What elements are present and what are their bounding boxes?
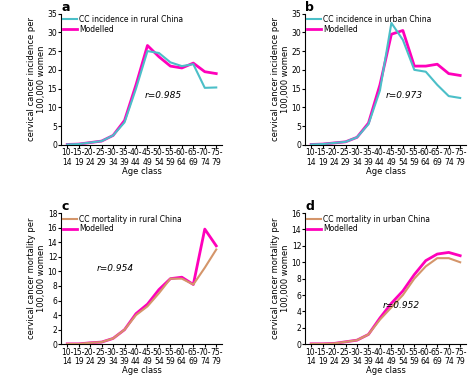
Text: b: b xyxy=(306,1,314,14)
Text: d: d xyxy=(306,200,314,213)
Legend: CC mortality in rural China, Modelled: CC mortality in rural China, Modelled xyxy=(63,215,182,233)
Text: c: c xyxy=(61,200,69,213)
Y-axis label: cervical cancer mortality per
100,000 women: cervical cancer mortality per 100,000 wo… xyxy=(27,218,46,340)
Y-axis label: cervical cancer mortality per
100,000 women: cervical cancer mortality per 100,000 wo… xyxy=(271,218,290,340)
X-axis label: Age class: Age class xyxy=(122,167,162,176)
Legend: CC mortality in urban China, Modelled: CC mortality in urban China, Modelled xyxy=(307,215,430,233)
Y-axis label: cervical cancer incidence per
100,000 women: cervical cancer incidence per 100,000 wo… xyxy=(271,17,290,141)
Text: r=0.973: r=0.973 xyxy=(385,91,423,100)
Text: r=0.952: r=0.952 xyxy=(383,301,420,310)
Legend: CC incidence in urban China, Modelled: CC incidence in urban China, Modelled xyxy=(307,15,431,34)
X-axis label: Age class: Age class xyxy=(366,366,406,375)
Legend: CC incidence in rural China, Modelled: CC incidence in rural China, Modelled xyxy=(63,15,183,34)
X-axis label: Age class: Age class xyxy=(366,167,406,176)
Text: r=0.985: r=0.985 xyxy=(145,91,182,100)
Y-axis label: cervical cancer incidence per
100,000 women: cervical cancer incidence per 100,000 wo… xyxy=(27,17,46,141)
Text: a: a xyxy=(61,1,70,14)
X-axis label: Age class: Age class xyxy=(122,366,162,375)
Text: r=0.954: r=0.954 xyxy=(97,264,134,273)
